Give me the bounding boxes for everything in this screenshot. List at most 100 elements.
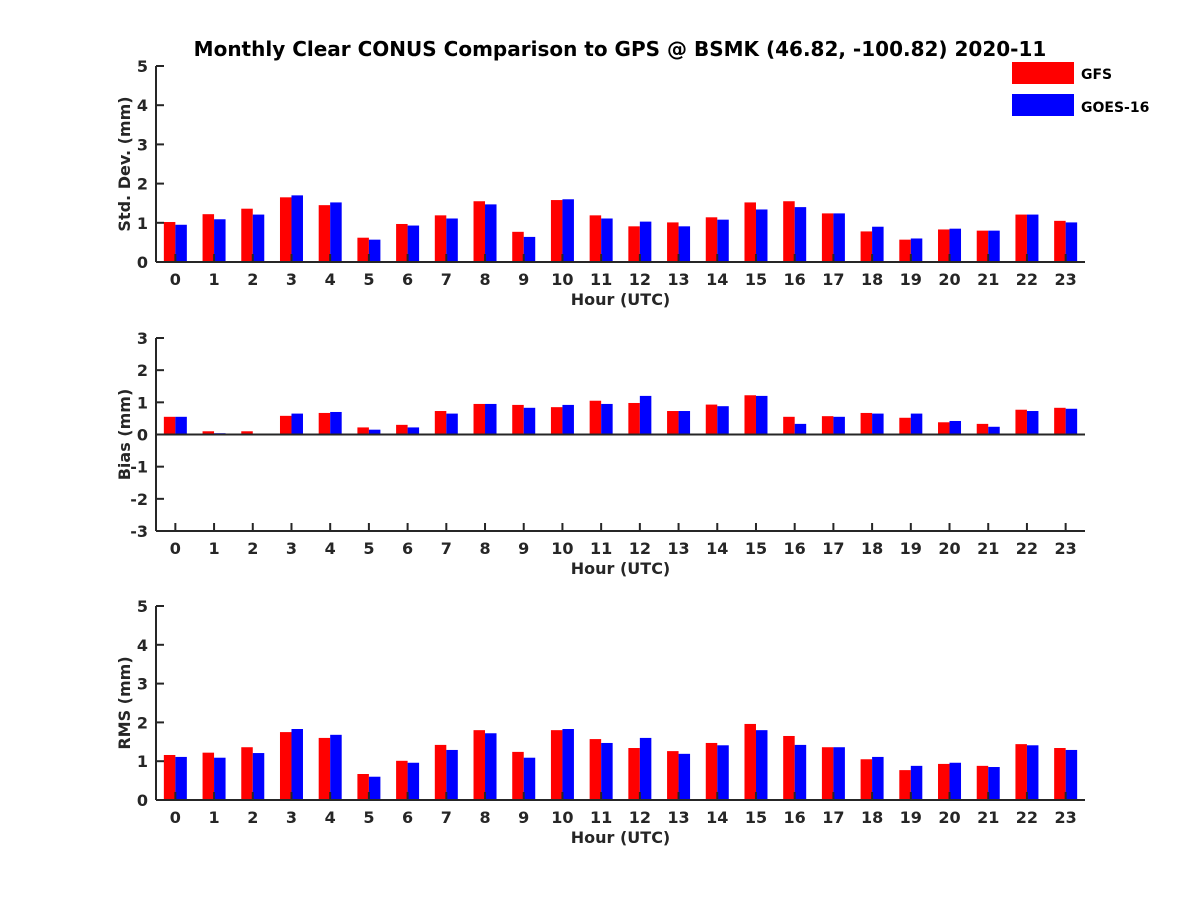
x-tick-label: 7 [441,270,452,289]
bar-panel3-gfs-4 [318,737,331,800]
bar-panel2-gfs-2 [241,431,253,435]
bar-panel2-goes16-16 [794,423,807,435]
bar-panel1-gfs-5 [357,237,369,262]
bar-panel3-gfs-19 [899,770,911,800]
bar-panel2-gfs-14 [705,404,718,435]
bar-panel1-goes16-3 [291,195,303,262]
bar-panel2-goes16-4 [330,411,342,435]
bar-panel3-goes16-19 [910,765,923,800]
bar-panel3-goes16-0 [175,756,187,800]
bar-panel1-goes16-2 [252,214,265,262]
bar-panel3-gfs-1 [202,752,215,800]
legend-gfs-swatch [1012,62,1074,84]
bar-panel3-goes16-11 [601,742,613,800]
x-axis-label: Hour (UTC) [571,828,671,847]
bar-panel1-gfs-11 [589,215,602,262]
legend-gfs-label: GFS [1081,67,1112,83]
x-tick-label: 2 [247,270,258,289]
bar-panel2-gfs-8 [473,403,486,435]
x-tick-label: 14 [706,270,728,289]
bar-panel2-gfs-1 [202,431,215,435]
y-tick-label: 3 [137,135,148,154]
x-tick-label: 23 [1055,808,1077,827]
bar-panel1-goes16-14 [717,219,729,262]
bar-panel1-gfs-19 [899,239,911,262]
x-tick-label: 1 [208,539,219,558]
x-tick-label: 2 [247,539,258,558]
bar-panel2-goes16-17 [833,416,845,435]
bar-panel3-gfs-5 [357,774,369,800]
bar-panel1-goes16-12 [639,221,652,262]
x-tick-label: 19 [900,808,922,827]
x-tick-label: 8 [479,270,490,289]
bar-panel1-goes16-17 [833,213,845,262]
y-tick-label: 5 [137,597,148,616]
bar-panel3-gfs-16 [783,735,795,800]
bar-panel2-goes16-12 [639,395,652,435]
bar-panel2-gfs-13 [667,411,679,435]
bar-panel1-goes16-1 [214,219,226,262]
legend: GFS GOES-16 [1012,62,1149,116]
bar-panel1-goes16-5 [368,239,381,262]
bar-panel3-gfs-17 [821,747,834,800]
x-tick-label: 20 [938,539,960,558]
bar-panel1-gfs-21 [976,230,989,262]
x-tick-label: 22 [1016,270,1038,289]
bar-panel1-goes16-15 [755,209,768,262]
x-tick-label: 10 [551,808,573,827]
bar-panel2-goes16-9 [523,407,536,435]
bar-panel3-gfs-22 [1015,744,1027,800]
bar-panel3-gfs-20 [938,763,950,800]
bar-panel1-goes16-10 [562,199,574,262]
y-tick-label: 5 [137,57,148,76]
bar-panel3-goes16-22 [1026,745,1039,800]
bar-panel2-goes16-20 [949,420,962,435]
bar-panel1-gfs-3 [279,197,292,262]
x-tick-label: 14 [706,808,728,827]
x-tick-label: 16 [784,808,806,827]
bar-panel1-gfs-18 [860,231,873,262]
bar-panel3-gfs-3 [279,732,292,800]
x-tick-label: 22 [1016,808,1038,827]
x-tick-label: 5 [363,270,374,289]
x-tick-label: 11 [590,539,612,558]
bar-panel2-gfs-19 [899,417,911,435]
bar-panel2-goes16-7 [446,413,458,435]
y-axis-label: Bias (mm) [115,389,134,481]
bar-panel2-goes16-22 [1026,411,1039,435]
bar-panel2-gfs-22 [1015,409,1027,435]
bar-panel1-gfs-4 [318,205,331,262]
bar-panel3-goes16-1 [214,757,226,800]
bar-panel1-gfs-14 [705,217,718,262]
bar-panel1-gfs-15 [744,202,756,262]
y-tick-label: 2 [137,713,148,732]
bar-panel1-gfs-10 [550,200,563,262]
x-tick-label: 11 [590,270,612,289]
bar-panel1-gfs-22 [1015,214,1027,262]
bar-panel3-goes16-9 [523,757,536,800]
bar-panel2-gfs-11 [589,400,602,435]
x-tick-label: 8 [479,539,490,558]
x-axis-label: Hour (UTC) [571,559,671,578]
bar-panel1-goes16-18 [872,226,884,262]
bar-panel3-gfs-7 [434,744,447,800]
bar-panel3-goes16-23 [1065,749,1078,800]
y-tick-label: 1 [137,214,148,233]
x-tick-label: 3 [286,270,297,289]
bar-panel2-gfs-16 [783,416,795,435]
bar-panel2-goes16-3 [291,413,303,435]
y-tick-label: 4 [137,636,148,655]
x-tick-label: 14 [706,539,728,558]
bar-panel2-gfs-17 [821,416,834,435]
bar-panel3-goes16-21 [988,767,1000,800]
y-tick-label: 0 [137,791,148,810]
x-tick-label: 16 [784,539,806,558]
bar-panel1-goes16-16 [794,207,807,262]
x-tick-label: 6 [402,808,413,827]
bar-panel2-gfs-6 [396,424,408,435]
bar-panel3-gfs-0 [163,754,176,800]
x-tick-label: 18 [861,539,883,558]
bar-panel2-gfs-7 [434,411,447,435]
